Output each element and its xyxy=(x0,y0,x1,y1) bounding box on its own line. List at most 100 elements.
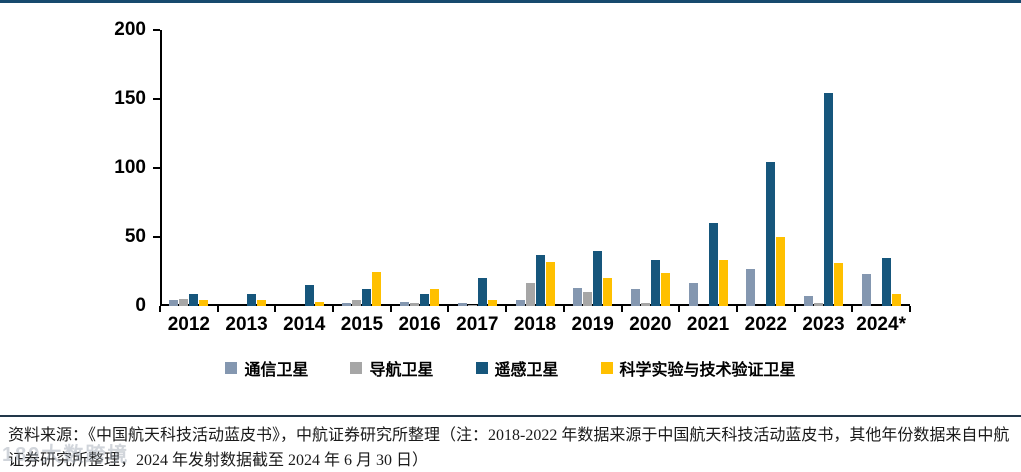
legend-label: 科学实验与技术验证卫星 xyxy=(619,362,796,379)
x-tick-label-2013: 2013 xyxy=(225,314,268,335)
bar-2012-series-2 xyxy=(189,293,199,306)
y-axis-tick xyxy=(153,167,160,169)
x-tick-label-2017: 2017 xyxy=(456,314,499,335)
bar-2021-series-2 xyxy=(708,223,718,306)
bar-2020-series-2 xyxy=(650,260,660,306)
satellite-launch-bar-chart: 0 50 100 150 200 2012 2013 2014 2015 2016 2017 2018… xyxy=(0,19,1021,380)
legend-item-1: 导航卫星 xyxy=(350,356,434,380)
y-tick-label: 100 xyxy=(114,157,146,178)
x-tick-label-2024*: 2024* xyxy=(856,314,906,335)
x-axis-tick xyxy=(620,306,623,312)
bar-2018-series-2 xyxy=(535,254,545,306)
y-axis-tick xyxy=(153,236,160,238)
y-tick-label: 200 xyxy=(114,19,146,40)
bar-2018-series-0 xyxy=(515,300,525,306)
legend-item-2: 遥感卫星 xyxy=(475,356,559,380)
x-axis xyxy=(160,304,910,306)
bar-2019-series-1 xyxy=(583,292,593,306)
legend: 通信卫星 导航卫星 遥感卫星 科学实验与技术验证卫星 xyxy=(0,356,1021,380)
bar-2023-series-1 xyxy=(813,303,823,306)
bar-2016-series-1 xyxy=(410,303,420,306)
bar-2017-series-2 xyxy=(477,278,487,306)
bar-2022-series-0 xyxy=(746,268,756,306)
bar-2012-series-1 xyxy=(179,299,189,306)
bar-2015-series-2 xyxy=(362,289,372,306)
bar-2024*-series-0 xyxy=(861,274,871,306)
bar-2016-series-0 xyxy=(400,301,410,306)
x-tick-label-2022: 2022 xyxy=(744,314,787,335)
bar-2024*-series-3 xyxy=(891,293,901,306)
x-axis-tick xyxy=(562,306,565,312)
x-axis-tick xyxy=(216,306,219,312)
bar-2018-series-1 xyxy=(525,282,535,306)
legend-swatch-icon xyxy=(225,362,238,374)
x-axis-tick xyxy=(909,306,911,312)
bar-2019-series-2 xyxy=(593,250,603,306)
legend-swatch-icon xyxy=(600,362,613,374)
bar-2020-series-1 xyxy=(640,303,650,306)
x-axis-tick xyxy=(389,306,392,312)
bar-2021-series-0 xyxy=(688,282,698,306)
bar-2016-series-3 xyxy=(430,289,440,306)
bar-2023-series-3 xyxy=(833,263,843,306)
bar-2017-series-3 xyxy=(487,300,497,306)
bar-2016-series-2 xyxy=(420,293,430,306)
legend-label: 导航卫星 xyxy=(369,362,434,379)
legend-item-3: 科学实验与技术验证卫星 xyxy=(600,356,796,380)
top-border xyxy=(0,0,1021,3)
bar-2024*-series-2 xyxy=(881,257,891,306)
bar-2023-series-0 xyxy=(803,296,813,306)
y-axis-tick xyxy=(153,98,160,100)
legend-item-0: 通信卫星 xyxy=(225,356,308,380)
bar-2018-series-3 xyxy=(545,261,555,306)
x-tick-label-2021: 2021 xyxy=(686,314,730,335)
x-axis-tick xyxy=(678,306,681,312)
x-tick-label-2012: 2012 xyxy=(167,314,210,335)
y-axis-tick xyxy=(153,29,160,31)
x-tick-label-2019: 2019 xyxy=(571,314,614,335)
x-tick-label-2020: 2020 xyxy=(629,314,672,335)
x-axis-tick xyxy=(505,306,508,312)
x-axis-tick xyxy=(735,306,738,312)
plot-area: 0 50 100 150 200 2012 2013 2014 2015 2016 2017 2018… xyxy=(114,19,911,335)
bar-2020-series-3 xyxy=(660,272,670,306)
x-tick-label-2016: 2016 xyxy=(398,314,441,335)
bar-2013-series-2 xyxy=(247,293,257,306)
legend-swatch-icon xyxy=(350,362,363,374)
bar-2012-series-0 xyxy=(169,300,179,306)
x-axis-tick xyxy=(447,306,450,312)
x-axis-tick xyxy=(274,306,277,312)
x-axis-tick xyxy=(793,306,796,312)
bar-2014-series-3 xyxy=(314,301,324,306)
y-tick-label: 150 xyxy=(114,88,146,109)
separator-line xyxy=(0,415,1021,417)
x-tick-label-2023: 2023 xyxy=(802,314,845,335)
bar-2017-series-1 xyxy=(467,304,477,306)
bar-2022-series-2 xyxy=(766,162,776,306)
y-axis xyxy=(160,30,162,306)
bar-2012-series-3 xyxy=(199,300,209,306)
bar-2013-series-3 xyxy=(257,300,267,306)
bar-2015-series-1 xyxy=(352,300,362,306)
x-tick-label-2014: 2014 xyxy=(283,314,326,335)
legend-swatch-icon xyxy=(475,362,488,374)
x-axis-tick xyxy=(159,306,161,312)
source-note: 资料来源：《中国航天科技活动蓝皮书》，中航证券研究所整理（注：2018-2022… xyxy=(8,427,1010,469)
bar-2020-series-0 xyxy=(630,289,640,306)
legend-label: 通信卫星 xyxy=(244,362,309,379)
y-tick-label: 0 xyxy=(135,295,146,316)
bar-2015-series-3 xyxy=(372,271,382,306)
bar-2014-series-2 xyxy=(304,285,314,306)
x-axis-tick xyxy=(851,306,854,312)
bar-2023-series-2 xyxy=(823,93,833,306)
bar-2021-series-3 xyxy=(718,260,728,306)
y-tick-label: 50 xyxy=(124,226,146,247)
bar-2015-series-0 xyxy=(342,303,352,306)
bar-2019-series-3 xyxy=(603,278,613,306)
x-tick-label-2015: 2015 xyxy=(340,314,384,335)
x-axis-tick xyxy=(332,306,335,312)
bar-2019-series-0 xyxy=(573,288,583,306)
bar-2017-series-0 xyxy=(457,303,467,306)
legend-label: 遥感卫星 xyxy=(494,362,559,379)
x-tick-label-2018: 2018 xyxy=(513,314,557,335)
